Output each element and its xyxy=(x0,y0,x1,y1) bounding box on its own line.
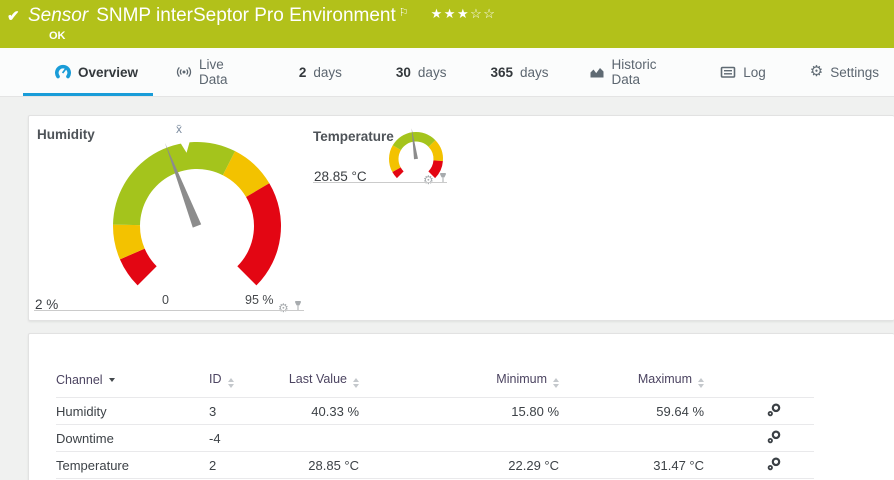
channel-table: Channel ID Last Value Minimum Maximum Hu… xyxy=(56,362,814,479)
humidity-scale-max: 95 % xyxy=(245,293,274,307)
channel-id: 2 xyxy=(209,451,264,479)
tab-label: days xyxy=(313,64,342,80)
channel-id: -4 xyxy=(209,424,264,452)
column-header-maximum[interactable]: Maximum xyxy=(559,362,704,398)
status-ok-check-icon: ✔ xyxy=(7,8,20,25)
temperature-gauge xyxy=(389,128,443,179)
page-title: SNMP interSeptor Pro Environment xyxy=(96,5,396,26)
sensor-header: ✔ Sensor SNMP interSeptor Pro Environmen… xyxy=(0,0,894,48)
humidity-scale-min: 0 xyxy=(162,293,169,307)
humidity-gauge xyxy=(113,140,281,286)
temperature-tile-actions: ⚙ xyxy=(423,171,448,189)
tile-gear-icon[interactable]: ⚙ xyxy=(423,173,434,187)
sensor-status-badge: OK xyxy=(49,30,66,42)
area-chart-icon xyxy=(589,64,605,80)
humidity-current-value: 2 % xyxy=(35,297,59,312)
channel-table-panel: Channel ID Last Value Minimum Maximum Hu… xyxy=(28,333,894,480)
tab-30-days[interactable]: 30 days xyxy=(381,48,462,96)
channel-settings-icon[interactable] xyxy=(766,403,782,420)
column-header-channel[interactable]: Channel xyxy=(56,362,209,398)
tab-overview[interactable]: Overview xyxy=(23,48,153,96)
tab-log[interactable]: Log xyxy=(705,48,781,96)
channel-last-value: 28.85 °C xyxy=(264,451,359,479)
table-row: Downtime -4 xyxy=(56,424,814,452)
log-list-icon xyxy=(720,64,736,80)
tab-settings[interactable]: ⚙ Settings xyxy=(795,48,894,96)
channel-minimum: 22.29 °C xyxy=(359,451,559,479)
sort-icon xyxy=(553,378,559,388)
channel-name: Downtime xyxy=(56,424,209,452)
table-row: Humidity 3 40.33 % 15.80 % 59.64 % xyxy=(56,397,814,425)
column-header-minimum[interactable]: Minimum xyxy=(359,362,559,398)
tab-number: 2 xyxy=(298,64,307,80)
gear-icon: ⚙ xyxy=(809,63,824,80)
sort-desc-icon xyxy=(108,378,115,382)
table-header-row: Channel ID Last Value Minimum Maximum xyxy=(56,362,814,398)
channel-maximum xyxy=(559,424,704,452)
temperature-tile-divider xyxy=(313,182,447,183)
tile-pin-icon[interactable] xyxy=(438,171,448,189)
object-kind-label: Sensor xyxy=(28,5,89,26)
channel-maximum: 59.64 % xyxy=(559,397,704,425)
tab-label: Log xyxy=(743,64,766,80)
humidity-tile-actions: ⚙ xyxy=(278,299,303,317)
temperature-gauge-title: Temperature xyxy=(313,129,394,144)
priority-flag-icon[interactable]: ⚐ xyxy=(398,7,409,19)
tab-number: 365 xyxy=(490,64,513,80)
channel-id: 3 xyxy=(209,397,264,425)
channel-last-value: 40.33 % xyxy=(264,397,359,425)
tab-historic-data[interactable]: Historic Data xyxy=(574,48,698,96)
channel-name: Temperature xyxy=(56,451,209,479)
live-signal-icon xyxy=(176,64,192,80)
channel-maximum: 31.47 °C xyxy=(559,451,704,479)
tile-pin-icon[interactable] xyxy=(293,299,303,317)
humidity-tile-divider xyxy=(34,310,304,311)
tab-2-days[interactable]: 2 days xyxy=(284,48,357,96)
tab-bar: Overview Live Data 2 days 30 days 365 da… xyxy=(0,48,894,97)
tile-gear-icon[interactable]: ⚙ xyxy=(278,301,289,315)
tab-label: Overview xyxy=(78,64,139,80)
sort-icon xyxy=(227,378,234,388)
column-header-id[interactable]: ID xyxy=(209,362,264,398)
channel-settings-icon[interactable] xyxy=(766,430,782,447)
channel-settings-icon[interactable] xyxy=(766,457,782,474)
channel-name: Humidity xyxy=(56,397,209,425)
column-header-actions xyxy=(704,362,814,398)
priority-stars[interactable]: ★★★☆☆ xyxy=(430,6,497,21)
sort-icon xyxy=(353,378,359,388)
tab-label: Live Data xyxy=(199,57,228,87)
temperature-current-value: 28.85 °C xyxy=(314,169,367,184)
channel-minimum: 15.80 % xyxy=(359,397,559,425)
sort-icon xyxy=(698,378,704,388)
gauge-icon xyxy=(55,64,71,80)
tab-number: 30 xyxy=(395,64,411,80)
channel-last-value xyxy=(264,424,359,452)
sensor-title-row: Sensor SNMP interSeptor Pro Environment … xyxy=(28,5,496,27)
tab-label: Settings xyxy=(830,64,879,80)
table-row: Temperature 2 28.85 °C 22.29 °C 31.47 °C xyxy=(56,451,814,479)
column-header-last-value[interactable]: Last Value xyxy=(264,362,359,398)
tab-label: days xyxy=(519,64,549,80)
tab-label: Historic Data xyxy=(611,57,657,87)
humidity-gauge-title: Humidity xyxy=(37,127,95,142)
tab-live-data[interactable]: Live Data xyxy=(161,48,266,96)
overview-gauges-panel: Humidity x̄ 2 % 0 95 % ⚙ Temperature 28.… xyxy=(28,115,894,321)
average-marker-label: x̄ xyxy=(176,122,182,136)
channel-minimum xyxy=(359,424,559,452)
tab-365-days[interactable]: 365 days xyxy=(475,48,563,96)
tab-label: days xyxy=(417,64,447,80)
